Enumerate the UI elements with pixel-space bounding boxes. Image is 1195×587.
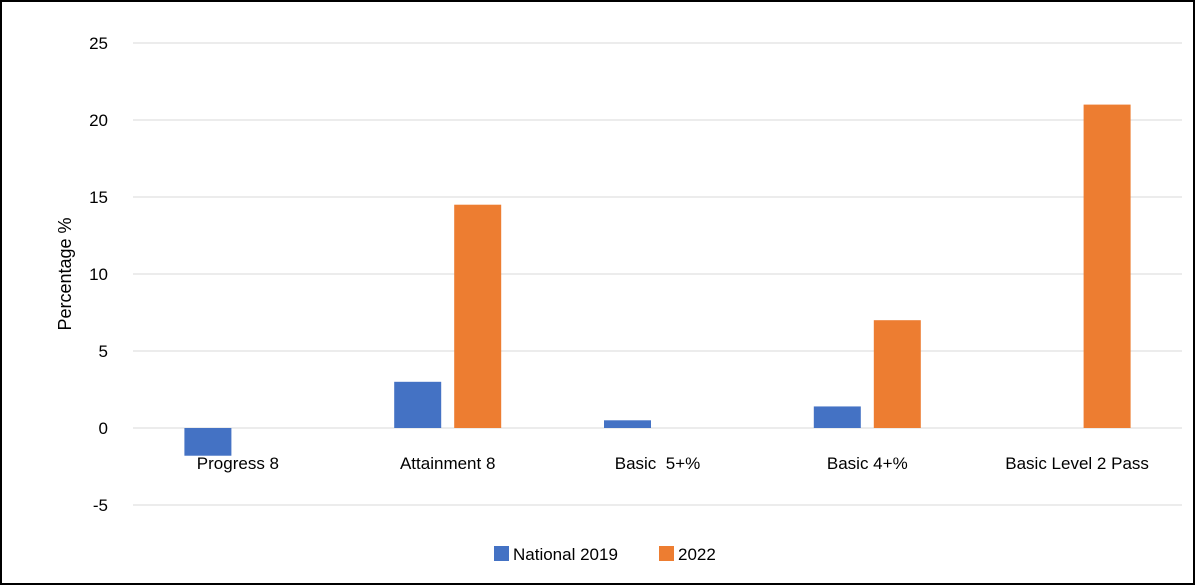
y-tick-label: 0 <box>99 419 108 438</box>
y-tick-label: 5 <box>99 342 108 361</box>
legend: National 2019 2022 <box>494 545 716 564</box>
y-tick-label: -5 <box>93 496 108 515</box>
x-tick-label: Basic Level 2 Pass <box>1005 454 1149 473</box>
legend-swatch <box>494 546 509 561</box>
bar-2022 <box>1083 104 1131 428</box>
x-tick-label: Attainment 8 <box>400 454 495 473</box>
y-tick-label: 20 <box>89 111 108 130</box>
bar-national-2019 <box>604 420 651 428</box>
y-tick-label: 10 <box>89 265 108 284</box>
bar-national-2019 <box>813 406 861 428</box>
bar-2022 <box>873 320 921 428</box>
y-tick-labels: 25 20 15 10 5 0 -5 <box>89 34 108 515</box>
legend-label: 2022 <box>678 545 716 564</box>
y-tick-label: 15 <box>89 188 108 207</box>
y-tick-label: 25 <box>89 34 108 53</box>
legend-swatch <box>659 546 674 561</box>
legend-label: National 2019 <box>513 545 618 564</box>
x-tick-labels: Progress 8 Attainment 8 Basic 5+% Basic 4+%… <box>197 454 1149 473</box>
x-tick-label: Basic 5+% <box>615 454 701 473</box>
bar-national-2019 <box>394 381 442 428</box>
bars <box>184 104 1131 456</box>
bar-2022 <box>454 204 502 428</box>
bar-national-2019 <box>184 428 232 456</box>
gridlines <box>133 42 1182 506</box>
x-tick-label: Progress 8 <box>197 454 279 473</box>
x-tick-label: Basic 4+% <box>827 454 908 473</box>
y-axis-title: Percentage % <box>55 217 75 330</box>
